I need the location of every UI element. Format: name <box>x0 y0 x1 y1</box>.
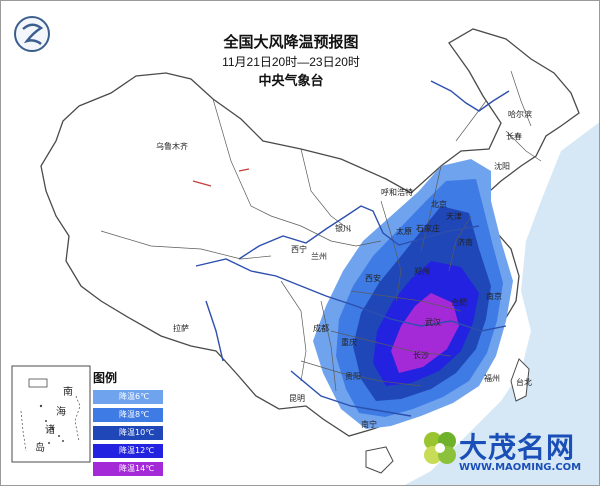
city-label: 郑州 <box>414 267 430 276</box>
legend-title: 图例 <box>93 371 118 385</box>
legend-item: 降温6℃ <box>93 389 173 404</box>
city-label: 福州 <box>484 374 500 383</box>
city-label: 长春 <box>506 132 522 141</box>
inset-label: 诸 <box>45 425 55 436</box>
legend-label: 降温12℃ <box>93 443 163 458</box>
rivers <box>195 80 510 417</box>
city-label: 南宁 <box>361 420 377 429</box>
legend-item: 降温8℃ <box>93 407 173 422</box>
city-label: 重庆 <box>341 338 357 347</box>
city-label: 天津 <box>446 212 462 221</box>
city-label: 北京 <box>431 200 447 209</box>
legend-label: 降温8℃ <box>93 407 163 422</box>
city-label: 银川 <box>335 224 351 233</box>
legend-item: 降温10℃ <box>93 425 173 440</box>
city-label: 济南 <box>457 238 473 247</box>
inset-label: 南 <box>63 387 73 398</box>
forecast-period: 11月21日20时—23日20时 <box>222 55 360 69</box>
city-label: 呼和浩特 <box>381 188 413 197</box>
city-label: 沈阳 <box>494 162 510 171</box>
legend: 图例 降温6℃ 降温8℃ 降温10℃ 降温12℃ 降温14℃ <box>93 369 173 479</box>
watermark: 大茂名网 WWW.MAOMING.COM <box>411 426 599 485</box>
city-label: 拉萨 <box>173 324 189 333</box>
city-label: 武汉 <box>425 318 441 327</box>
title-block: 全国大风降温预报图 11月21日20时—23日20时 中央气象台 <box>191 33 391 91</box>
cma-logo <box>14 16 50 52</box>
city-label: 石家庄 <box>416 224 440 233</box>
city-label: 太原 <box>396 227 412 236</box>
city-label: 贵阳 <box>345 372 361 381</box>
city-label: 西安 <box>365 274 381 283</box>
legend-item: 降温14℃ <box>93 461 173 476</box>
inset-label: 海 <box>56 407 66 418</box>
city-label: 西宁 <box>291 245 307 254</box>
city-label: 昆明 <box>289 394 305 403</box>
zone-14c <box>391 293 459 373</box>
legend-label: 降温10℃ <box>93 425 163 440</box>
agency-name: 中央气象台 <box>258 73 324 88</box>
hainan-island <box>365 446 394 474</box>
watermark-url: WWW.MAOMING.COM <box>459 462 582 473</box>
city-label: 哈尔滨 <box>508 110 532 119</box>
city-label: 乌鲁木齐 <box>156 142 188 151</box>
watermark-brand: 大茂名网 <box>459 431 576 464</box>
legend-label: 降温6℃ <box>93 389 163 404</box>
city-label: 南京 <box>486 292 502 301</box>
city-label: 合肥 <box>451 298 467 307</box>
south-china-sea-inset <box>11 365 91 463</box>
city-label: 长沙 <box>413 351 429 360</box>
sea-area <box>404 122 599 485</box>
map-title: 全国大风降温预报图 <box>223 34 359 51</box>
boundary-marks <box>192 168 250 187</box>
city-label: 成都 <box>313 324 329 333</box>
legend-item: 降温12℃ <box>93 443 173 458</box>
inset-label: 岛 <box>35 443 45 454</box>
legend-label: 降温14℃ <box>93 461 163 476</box>
city-label: 兰州 <box>311 252 327 261</box>
inset-islands <box>20 378 81 452</box>
watermark-flower-icon <box>424 432 456 464</box>
taiwan-island <box>510 358 530 402</box>
city-label: 台北 <box>516 378 532 387</box>
province-borders <box>100 70 542 392</box>
